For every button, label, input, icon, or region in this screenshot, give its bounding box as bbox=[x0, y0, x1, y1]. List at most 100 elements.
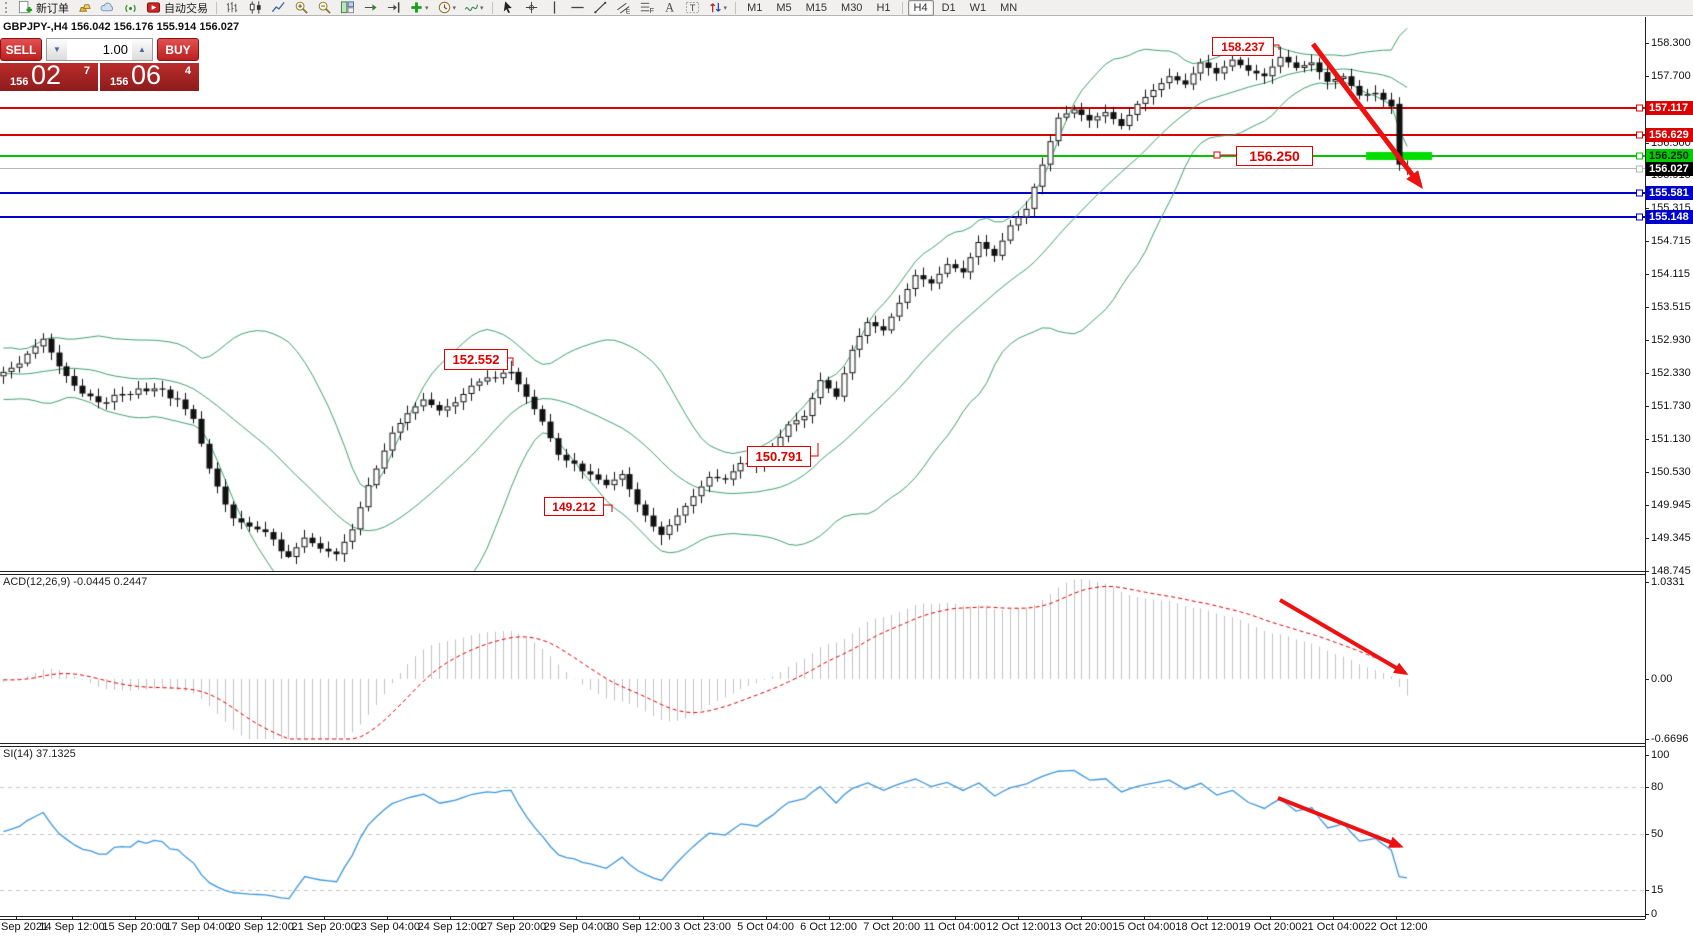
price-callout-label[interactable]: 156.250 bbox=[1236, 146, 1313, 166]
time-tick-mark bbox=[513, 916, 515, 920]
cursor-button[interactable] bbox=[498, 0, 519, 16]
time-axis-label: 19 Oct 20:00 bbox=[1238, 921, 1302, 933]
level-end-marker[interactable] bbox=[1636, 104, 1643, 112]
price-callout-label[interactable]: 150.791 bbox=[747, 446, 811, 467]
level-end-marker[interactable] bbox=[1636, 131, 1643, 139]
signals-button[interactable] bbox=[120, 0, 141, 16]
horizontal-line-button[interactable] bbox=[567, 0, 588, 16]
new-order-button[interactable]: 新订单 bbox=[15, 0, 72, 16]
chart-area[interactable]: GBPJPY-,H4 156.042 156.176 155.914 156.0… bbox=[0, 17, 1693, 936]
panel-separator[interactable] bbox=[0, 743, 1645, 744]
panel-separator[interactable] bbox=[0, 746, 1645, 747]
templates-button[interactable]: ▾ bbox=[461, 0, 487, 16]
crosshair-button[interactable] bbox=[521, 0, 542, 16]
trendline-button[interactable] bbox=[590, 0, 611, 16]
time-axis-label: 24 Sep 12:00 bbox=[417, 921, 484, 933]
macd-canvas[interactable] bbox=[0, 575, 1645, 743]
one-click-trading-panel: SELL ▼ ▲ BUY 156 02 7 156 06 4 bbox=[0, 38, 199, 91]
level-end-marker[interactable] bbox=[1636, 213, 1643, 221]
time-axis-label: 12 Oct 12:00 bbox=[986, 921, 1050, 933]
timeframe-m1-button[interactable]: M1 bbox=[741, 0, 768, 16]
panel-separator[interactable] bbox=[0, 571, 1645, 572]
timeframe-d1-button-label: D1 bbox=[941, 1, 956, 14]
zoom-in-button[interactable] bbox=[291, 0, 312, 16]
toolbar-grip[interactable] bbox=[5, 2, 10, 13]
level-end-marker[interactable] bbox=[1636, 189, 1643, 197]
bar-chart-button[interactable] bbox=[222, 0, 243, 16]
buy-button[interactable]: BUY bbox=[157, 38, 199, 61]
price-callout-label[interactable]: 152.552 bbox=[444, 349, 508, 370]
timeframe-m15-button[interactable]: M15 bbox=[800, 0, 833, 16]
chart-shift-button[interactable] bbox=[383, 0, 404, 16]
level-end-marker[interactable] bbox=[1636, 152, 1643, 160]
price-tick-mark bbox=[1645, 142, 1649, 144]
time-axis-label: 27 Sep 20:00 bbox=[480, 921, 547, 933]
price-callout-label[interactable]: 149.212 bbox=[544, 497, 604, 516]
trendline-icon bbox=[593, 0, 608, 15]
time-tick-mark bbox=[450, 916, 452, 920]
timeframe-m5-button[interactable]: M5 bbox=[770, 0, 797, 16]
sell-price-display[interactable]: 156 02 7 bbox=[0, 60, 98, 91]
line-chart-button[interactable] bbox=[268, 0, 289, 16]
macd-axis-label: -0.6696 bbox=[1651, 733, 1689, 745]
timeframe-m30-button[interactable]: M30 bbox=[835, 0, 868, 16]
tile-windows-icon bbox=[340, 0, 355, 15]
time-tick-mark bbox=[1080, 916, 1082, 920]
macd-tick-mark bbox=[1645, 679, 1649, 680]
fibonacci-button[interactable]: F bbox=[636, 0, 657, 16]
vertical-line-button[interactable] bbox=[544, 0, 565, 16]
tile-windows-button[interactable] bbox=[337, 0, 358, 16]
auto-scroll-button[interactable] bbox=[360, 0, 381, 16]
charts-window-button[interactable] bbox=[74, 0, 95, 16]
time-axis-label: 5 Oct 04:00 bbox=[737, 921, 794, 933]
toolbar-separator bbox=[216, 1, 217, 14]
time-axis-label: 22 Oct 12:00 bbox=[1364, 921, 1428, 933]
buy-price-display[interactable]: 156 06 4 bbox=[100, 60, 199, 91]
volume-increase-button[interactable]: ▲ bbox=[132, 39, 152, 60]
new-order-icon bbox=[18, 0, 33, 15]
arrows-button[interactable]: ▾ bbox=[705, 0, 731, 16]
timeframe-d1-button[interactable]: D1 bbox=[936, 0, 962, 16]
candlestick-chart-button[interactable] bbox=[245, 0, 266, 16]
volume-input[interactable] bbox=[67, 39, 132, 60]
time-axis-label: 6 Oct 12:00 bbox=[800, 921, 858, 933]
line-chart-icon bbox=[271, 0, 286, 15]
price-tick-label: 154.715 bbox=[1651, 235, 1691, 248]
rsi-tick-mark bbox=[1645, 754, 1649, 756]
price-tick-label: 153.515 bbox=[1651, 301, 1691, 314]
timeframe-m1-button-label: M1 bbox=[747, 1, 763, 14]
main-chart-canvas[interactable] bbox=[0, 17, 1645, 572]
dropdown-caret-icon: ▾ bbox=[723, 4, 728, 12]
text-label-button[interactable]: T bbox=[682, 0, 703, 16]
rsi-axis-label: 0 bbox=[1651, 908, 1658, 920]
time-axis-label: 3 Oct 23:00 bbox=[674, 921, 731, 933]
panel-separator[interactable] bbox=[0, 574, 1645, 575]
price-level-badge: 155.581 bbox=[1646, 186, 1693, 201]
dropdown-caret-icon: ▾ bbox=[452, 4, 457, 12]
volume-decrease-button[interactable]: ▼ bbox=[47, 39, 67, 60]
timeframe-h1-button[interactable]: H1 bbox=[870, 0, 896, 16]
toolbar-separator bbox=[491, 1, 493, 14]
template-icon bbox=[464, 0, 479, 15]
hline-icon bbox=[570, 0, 585, 15]
arrows-icon bbox=[708, 0, 723, 15]
time-tick-mark bbox=[324, 916, 326, 920]
price-tick-label: 149.345 bbox=[1651, 531, 1691, 544]
indicators-button[interactable]: ▾ bbox=[406, 0, 432, 16]
auto-trading-button[interactable]: 自动交易 bbox=[143, 0, 211, 16]
time-axis-label: 18 Oct 12:00 bbox=[1175, 921, 1239, 933]
rsi-canvas[interactable] bbox=[0, 747, 1645, 916]
price-callout-label[interactable]: 158.237 bbox=[1212, 37, 1274, 56]
rsi-tick-mark bbox=[1645, 890, 1649, 892]
market-watch-button[interactable] bbox=[97, 0, 118, 16]
timeframe-mn-button[interactable]: MN bbox=[994, 0, 1023, 16]
level-end-marker[interactable] bbox=[1636, 165, 1643, 173]
periods-button[interactable]: ▾ bbox=[434, 0, 460, 16]
rsi-tick-mark bbox=[1645, 834, 1649, 836]
text-button[interactable]: A bbox=[659, 0, 680, 16]
zoom-out-button[interactable] bbox=[314, 0, 335, 16]
sell-button[interactable]: SELL bbox=[0, 38, 42, 61]
timeframe-w1-button[interactable]: W1 bbox=[964, 0, 993, 16]
equidistant-channel-button[interactable]: E bbox=[613, 0, 634, 16]
timeframe-h4-button[interactable]: H4 bbox=[907, 0, 934, 16]
